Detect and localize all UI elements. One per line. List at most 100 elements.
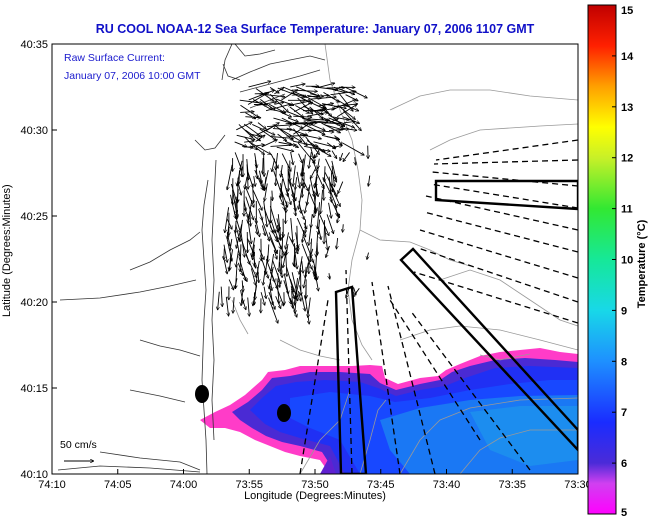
current-vector bbox=[328, 176, 331, 203]
current-vector bbox=[330, 116, 350, 120]
current-vector bbox=[340, 152, 344, 161]
current-vector bbox=[301, 97, 326, 109]
current-vector bbox=[265, 104, 291, 112]
y-tick-label: 40:25 bbox=[20, 211, 48, 223]
current-vector bbox=[322, 176, 332, 194]
current-vector bbox=[254, 176, 256, 186]
current-vector bbox=[293, 165, 296, 187]
current-annotation-line2: January 07, 2006 10:00 GMT bbox=[64, 70, 201, 82]
current-vector bbox=[302, 118, 330, 121]
colorbar-tick-label: 12 bbox=[621, 153, 633, 165]
current-vector bbox=[316, 171, 324, 189]
current-vector bbox=[316, 108, 336, 112]
current-vector bbox=[331, 165, 334, 187]
current-vector bbox=[258, 208, 263, 220]
current-vector bbox=[300, 122, 325, 136]
current-vector bbox=[253, 183, 254, 204]
x-tick-label: 74:05 bbox=[104, 479, 132, 491]
current-vector bbox=[311, 268, 316, 280]
current-vector bbox=[247, 145, 265, 148]
current-vector bbox=[241, 297, 246, 310]
current-vector bbox=[277, 273, 280, 287]
current-vector bbox=[314, 147, 321, 158]
current-vector bbox=[247, 164, 248, 189]
current-vector bbox=[228, 279, 234, 291]
current-vector bbox=[272, 260, 281, 284]
current-vector bbox=[248, 90, 275, 101]
current-vector bbox=[291, 272, 298, 297]
current-vector bbox=[270, 145, 297, 147]
current-vector bbox=[268, 291, 275, 310]
current-vector bbox=[236, 134, 256, 139]
current-vector bbox=[269, 236, 277, 254]
current-vector bbox=[299, 207, 304, 220]
current-vector bbox=[331, 150, 338, 159]
current-vector bbox=[293, 128, 307, 146]
current-vector bbox=[305, 266, 306, 278]
current-vector bbox=[289, 278, 298, 301]
x-tick-label: 73:55 bbox=[235, 479, 263, 491]
current-vector bbox=[296, 217, 306, 237]
current-vector bbox=[268, 103, 285, 114]
current-vector bbox=[293, 116, 312, 117]
current-vector bbox=[264, 183, 268, 201]
current-vector bbox=[287, 117, 298, 122]
current-vector bbox=[245, 112, 255, 120]
current-vector bbox=[297, 290, 301, 302]
current-vector bbox=[341, 127, 358, 130]
current-vector bbox=[334, 202, 337, 217]
current-vector bbox=[314, 195, 317, 218]
current-vector bbox=[299, 134, 322, 138]
current-vector bbox=[275, 296, 281, 309]
current-vector bbox=[239, 170, 240, 184]
current-vector bbox=[229, 255, 230, 270]
current-vector bbox=[309, 152, 312, 169]
current-vector bbox=[278, 127, 302, 143]
current-vector bbox=[250, 213, 251, 226]
y-tick-label: 40:20 bbox=[20, 297, 48, 309]
current-vector bbox=[313, 145, 332, 157]
current-vector bbox=[326, 142, 336, 149]
radar-coverage-lines bbox=[299, 139, 578, 474]
current-vector bbox=[227, 164, 233, 190]
current-vector bbox=[315, 202, 316, 213]
transect-boxes bbox=[334, 179, 578, 474]
current-vector bbox=[264, 177, 266, 191]
current-vector bbox=[329, 196, 341, 218]
current-vector bbox=[337, 213, 340, 223]
current-vector bbox=[274, 109, 286, 113]
current-vector bbox=[345, 104, 359, 111]
current-vector bbox=[308, 297, 311, 318]
current-vector bbox=[307, 95, 330, 96]
current-vector bbox=[302, 164, 303, 186]
current-vector bbox=[353, 288, 360, 297]
current-vector bbox=[226, 232, 230, 246]
current-vector bbox=[367, 252, 369, 260]
current-vector bbox=[258, 266, 259, 283]
current-vector bbox=[249, 133, 261, 136]
current-vector bbox=[287, 170, 293, 197]
current-vector bbox=[244, 208, 249, 218]
current-vector bbox=[255, 147, 265, 155]
colorbar-tick-label: 8 bbox=[621, 356, 627, 368]
current-vector bbox=[261, 225, 265, 236]
current-vector bbox=[225, 296, 228, 316]
current-vector bbox=[294, 250, 297, 269]
current-vector bbox=[345, 94, 359, 102]
current-vector bbox=[233, 212, 240, 233]
current-vector bbox=[260, 292, 265, 305]
colorbar-axis: 15 14 13 12 11 10 9 8 7 6 5 bbox=[612, 4, 634, 519]
current-vector bbox=[245, 176, 248, 190]
colorbar-tick-label: 14 bbox=[621, 51, 634, 63]
current-vector bbox=[285, 232, 289, 249]
current-vector bbox=[272, 158, 276, 172]
current-vector bbox=[245, 129, 260, 141]
current-vector bbox=[234, 230, 240, 257]
colorbar-tick-label: 15 bbox=[621, 5, 633, 17]
y-tick-label: 40:15 bbox=[20, 383, 48, 395]
current-vector bbox=[245, 255, 258, 278]
current-vector bbox=[307, 129, 334, 132]
current-vector bbox=[368, 175, 370, 187]
current-vector bbox=[263, 286, 266, 299]
current-vector bbox=[334, 135, 343, 146]
